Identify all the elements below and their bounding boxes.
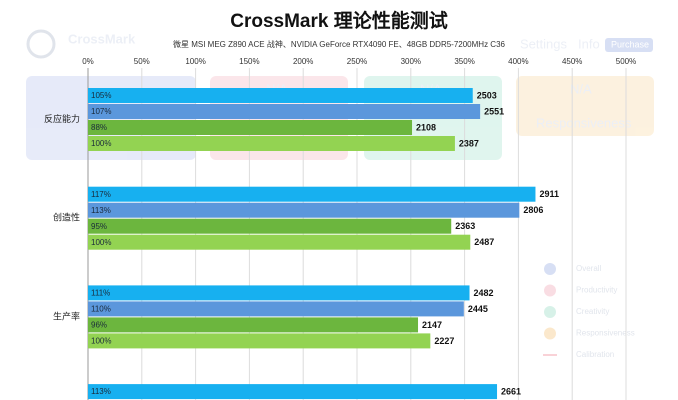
bar-share-label: 117% [91,190,111,199]
legend-dot [544,284,556,297]
chart-subtitle: 微星 MSI MEG Z890 ACE 战神、NVIDIA GeForce RT… [173,39,506,49]
menu-item[interactable]: Info [578,36,600,51]
bar-share-label: 88% [91,123,107,132]
bar [88,136,455,151]
x-tick-label: 200% [293,57,313,66]
bar-share-label: 110% [91,305,111,314]
value-label: 2551 [484,106,504,116]
value-label: 2227 [434,336,454,346]
bar [88,186,536,202]
bar [88,104,481,119]
legend-label: Overall [576,264,602,273]
bar-share-label: 111% [91,289,110,298]
y-tick-label: 创造性 [53,212,80,223]
bar [88,202,520,218]
bar-share-label: 100% [91,139,111,148]
value-label: 2108 [416,122,436,132]
x-tick-label: 300% [401,57,421,66]
app-name: CrossMark [68,31,136,46]
app-logo [26,29,56,59]
value-label: 2661 [501,386,521,396]
x-tick-label: 450% [562,57,582,66]
value-label: 2147 [422,320,442,330]
x-tick-label: 400% [508,57,528,66]
bar [88,333,431,349]
bar [88,384,498,400]
plot: 0% 50% 100% 150% 200% 250% 300% 350% 400% 450% 500… [44,57,636,400]
bar-share-label: 95% [91,222,107,231]
x-tick-label: 150% [239,57,259,66]
legend-label: Creativity [576,307,609,316]
legend-dot [544,327,556,340]
legend-dot [544,306,556,318]
x-tick-label: 0% [82,57,94,66]
value-label: 2482 [474,288,494,298]
card-name: Responsiveness [536,115,632,130]
value-label: 2487 [474,237,494,247]
x-tick-label: 100% [185,57,205,66]
chart-title: CrossMark 理论性能测试 [230,9,448,32]
y-tick-label: 生产率 [53,310,80,321]
value-label: 2445 [468,304,488,314]
bar-share-label: 113% [91,206,111,215]
bar-share-label: 105% [91,91,111,100]
menu-item[interactable]: Purchase [611,39,649,49]
bar [88,120,413,135]
bar [88,301,464,317]
bar-share-label: 96% [91,321,107,330]
x-tick-label: 50% [134,57,150,66]
bar [88,218,452,234]
value-label: 2911 [539,189,559,199]
card [516,76,654,136]
legend-label: Calibration [576,350,614,359]
legend-dot [544,263,556,275]
background-legend: Overall Productivity Creativity Responsiven… [543,263,635,359]
bar [88,285,470,301]
x-tick-label: 350% [454,57,474,66]
x-tick-label: 500% [616,57,636,66]
bar-share-label: 107% [91,107,111,116]
menu-item[interactable]: Settings [520,36,567,51]
bar-share-label: 100% [91,238,111,247]
value-label: 2363 [455,221,475,231]
purchase-button[interactable] [605,38,653,52]
value-label: 2503 [477,90,497,100]
bar-share-label: 100% [91,337,111,346]
legend-label: Productivity [576,286,617,295]
bar [88,317,419,333]
value-label: 2387 [459,138,479,148]
bar [88,234,471,250]
bar-share-label: 113% [91,387,111,396]
legend-label: Responsiveness [576,329,635,338]
x-tick-label: 250% [347,57,367,66]
value-label: 2806 [523,205,543,215]
bar [88,88,473,103]
card-value: N/A [570,81,592,96]
y-tick-label: 反应能力 [44,113,80,124]
